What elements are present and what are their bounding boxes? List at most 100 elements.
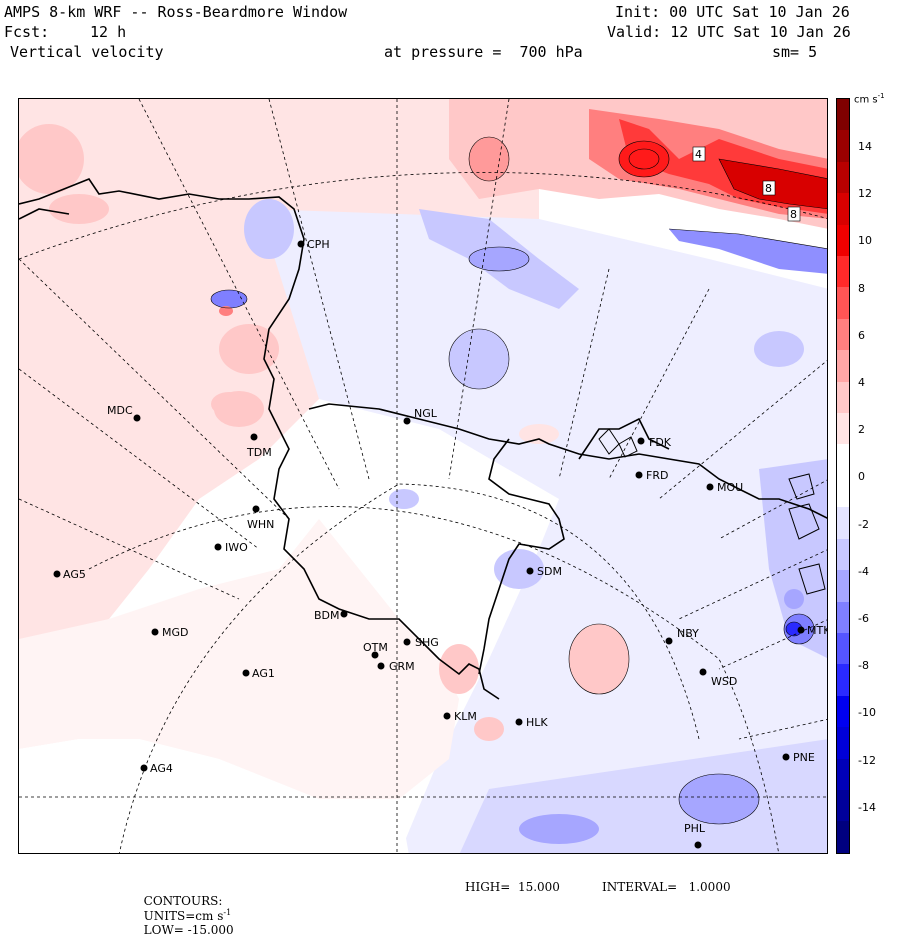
station-marker[interactable]: [403, 417, 411, 425]
colorbar-tick-label: -4: [858, 564, 869, 578]
downward-cell-strong: [211, 290, 247, 308]
colorbar: [836, 98, 850, 854]
station-label: MDC: [107, 404, 133, 417]
station-marker[interactable]: [797, 626, 805, 634]
colorbar-units: cm s-1: [854, 92, 885, 105]
station-label: MOU: [717, 481, 743, 494]
footer-contours-label: CONTOURS:: [143, 894, 223, 908]
coastline: [19, 178, 827, 700]
colorbar-segment: [837, 381, 849, 414]
station-marker[interactable]: [250, 433, 258, 441]
colorbar-segment: [837, 758, 849, 790]
station-label: WSD: [711, 675, 737, 688]
station-marker[interactable]: [140, 764, 148, 772]
station-marker[interactable]: [526, 567, 534, 575]
smoothing-value: sm= 5: [772, 43, 818, 61]
downward-band: [669, 229, 827, 274]
footer-high: HIGH= 15.000: [465, 880, 560, 894]
station-marker[interactable]: [706, 483, 714, 491]
colorbar-segment: [837, 224, 849, 257]
colorbar-segment: [837, 193, 849, 225]
station-label: GRM: [389, 660, 415, 673]
station-marker[interactable]: [637, 437, 645, 445]
upward-cell: [439, 644, 479, 694]
footer-interval: INTERVAL= 1.0000: [602, 880, 731, 894]
forecast-hours: 12 h: [90, 23, 127, 41]
colorbar-segment: [837, 632, 849, 665]
graticule: [19, 99, 827, 853]
station-marker[interactable]: [53, 570, 61, 578]
station-marker[interactable]: [665, 637, 673, 645]
map-panel[interactable]: 4 8 8 CPH NGL MDC TDM WHN IWO AG5 FDK FR…: [18, 98, 828, 854]
map-canvas: 4 8 8 CPH NGL MDC TDM WHN IWO AG5 FDK FR…: [19, 99, 827, 853]
station-label: IWO: [225, 541, 248, 554]
station-label: PNE: [793, 751, 815, 764]
colorbar-tick-label: 0: [858, 470, 865, 484]
station-label: WHN: [247, 518, 274, 531]
station-label: TDM: [246, 446, 272, 459]
colorbar-tick-label: 10: [858, 234, 872, 248]
colorbar-tick-label: -14: [858, 800, 876, 814]
colorbar-segment: [837, 695, 849, 728]
station-markers: CPH NGL MDC TDM WHN IWO AG5 FDK FRD MOU …: [53, 238, 827, 849]
upward-cell: [519, 424, 559, 444]
colorbar-tick-label: 2: [858, 423, 865, 437]
colorbar-units-text: cm s: [854, 94, 878, 106]
downward-cell-strong: [786, 622, 802, 636]
station-marker[interactable]: [151, 628, 159, 636]
downward-cell: [469, 247, 529, 271]
station-marker[interactable]: [699, 668, 707, 676]
station-label: NBY: [677, 627, 699, 640]
footer-low: LOW= -15.000: [143, 923, 234, 937]
station-label: FRD: [646, 469, 668, 482]
station-marker[interactable]: [443, 712, 451, 720]
station-label: AG4: [150, 762, 173, 775]
station-label: OTM: [363, 641, 388, 654]
forecast-label: Fcst:: [4, 23, 50, 41]
station-marker[interactable]: [214, 543, 222, 551]
colorbar-segment: [837, 664, 849, 696]
station-marker[interactable]: [371, 651, 379, 659]
station-label: MGD: [162, 626, 189, 639]
station-label: FDK: [649, 436, 672, 449]
station-label: AG5: [63, 568, 86, 581]
station-marker[interactable]: [515, 718, 523, 726]
station-marker[interactable]: [340, 610, 348, 618]
station-marker[interactable]: [782, 753, 790, 761]
station-label: HLK: [526, 716, 548, 729]
colorbar-segment: [837, 99, 849, 131]
station-marker[interactable]: [133, 414, 141, 422]
downward-cell: [784, 589, 804, 609]
colorbar-tick-label: -12: [858, 753, 876, 767]
station-marker[interactable]: [252, 505, 260, 513]
contour-label: 4: [695, 148, 702, 161]
colorbar-segment: [837, 789, 849, 822]
station-marker[interactable]: [694, 841, 702, 849]
colorbar-tick-label: -10: [858, 706, 876, 720]
upward-cell: [49, 194, 109, 224]
downward-cell: [244, 199, 294, 259]
station-marker[interactable]: [403, 638, 411, 646]
upward-cell-strong: [219, 306, 233, 316]
valid-time: Valid: 12 UTC Sat 10 Jan 26: [607, 23, 851, 41]
coastline-islands: [598, 428, 826, 595]
colorbar-segment: [837, 130, 849, 162]
colorbar-segment: [837, 413, 849, 445]
station-label: BDM: [314, 609, 340, 622]
downward-cell: [449, 329, 509, 389]
station-marker[interactable]: [242, 669, 250, 677]
station-label: NGL: [414, 407, 438, 420]
upward-cell: [474, 717, 504, 741]
colorbar-segment: [837, 475, 849, 508]
station-marker[interactable]: [377, 662, 385, 670]
station-label: AG1: [252, 667, 275, 680]
colorbar-segment: [837, 444, 849, 476]
station-marker[interactable]: [297, 240, 305, 248]
station-marker[interactable]: [635, 471, 643, 479]
footer-units-exp: -1: [223, 908, 232, 917]
colorbar-tick-label: -8: [858, 659, 869, 673]
colorbar-segment: [837, 601, 849, 633]
upward-cell: [211, 392, 247, 416]
map-title: AMPS 8-km WRF -- Ross-Beardmore Window: [4, 3, 348, 21]
upward-cell-strong: [619, 141, 669, 177]
